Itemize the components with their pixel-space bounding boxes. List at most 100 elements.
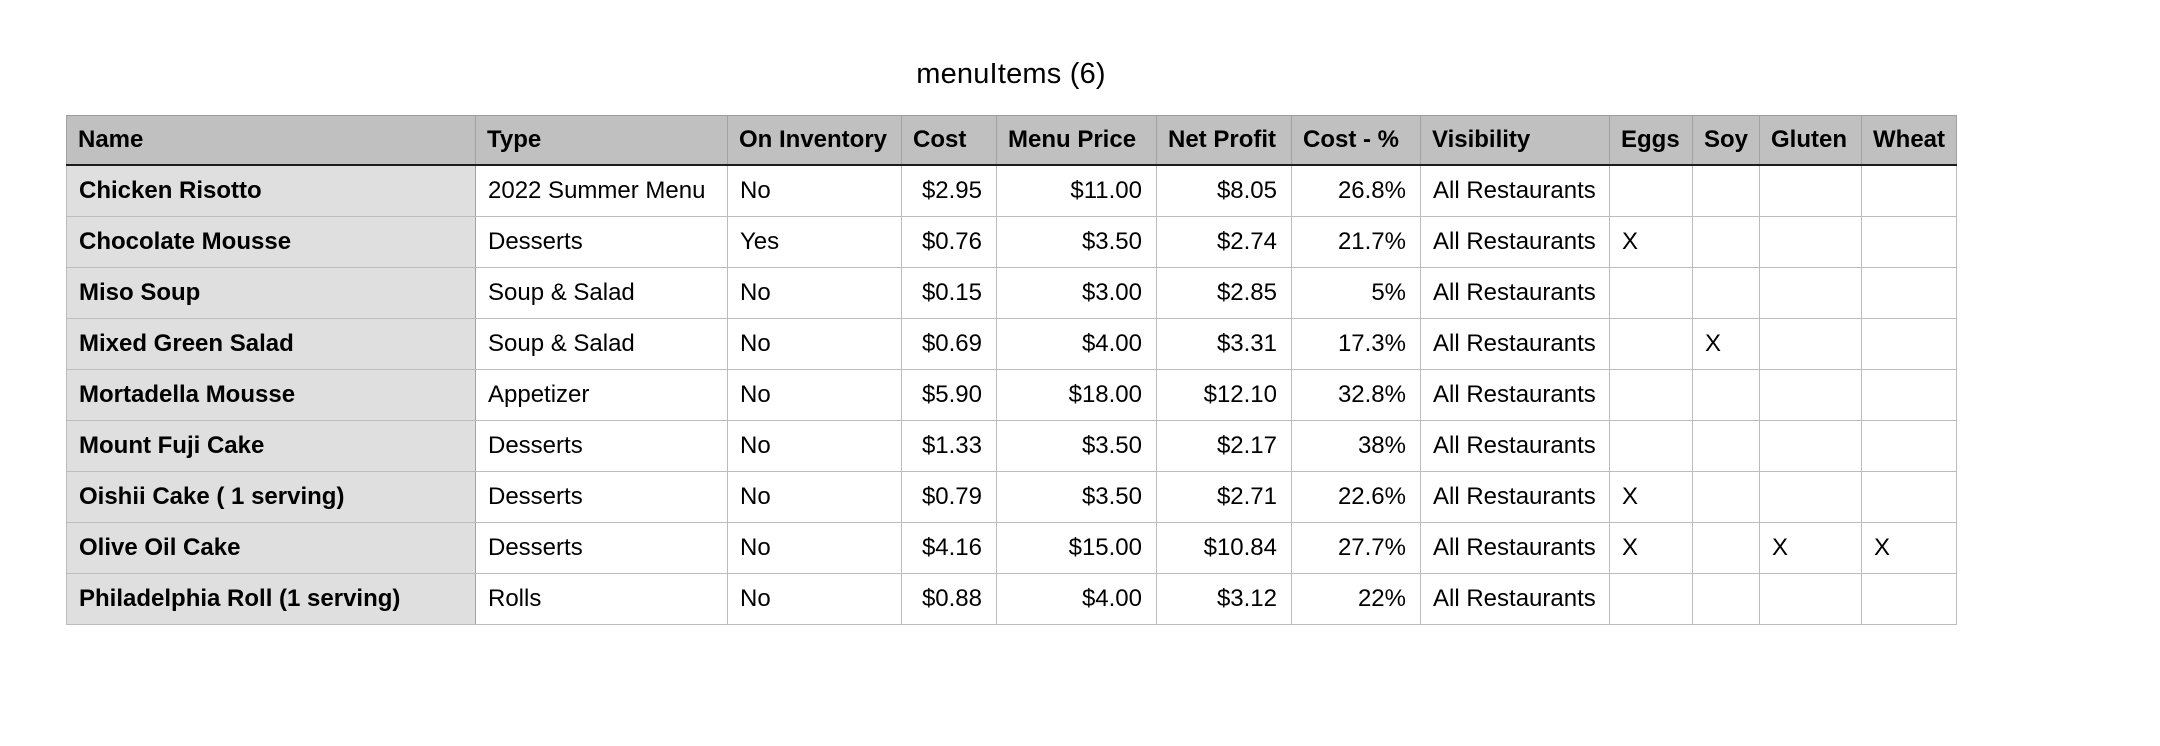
cell-cost_pct: 22% xyxy=(1291,573,1421,625)
allergen-cell-eggs xyxy=(1609,420,1693,472)
cell-cost: $2.95 xyxy=(901,164,997,217)
allergen-cell-wheat xyxy=(1861,573,1957,625)
cell-name: Chocolate Mousse xyxy=(66,216,476,268)
cell-cost: $4.16 xyxy=(901,522,997,574)
allergen-cell-gluten: X xyxy=(1759,522,1862,574)
header-cell-wheat: Wheat xyxy=(1861,115,1957,166)
cell-type: Desserts xyxy=(475,216,728,268)
allergen-cell-eggs: X xyxy=(1609,522,1693,574)
cell-net_profit: $12.10 xyxy=(1156,369,1292,421)
cell-cost: $0.88 xyxy=(901,573,997,625)
header-cell-eggs: Eggs xyxy=(1609,115,1693,166)
cell-visibility: All Restaurants xyxy=(1420,318,1610,370)
cell-on_inventory: No xyxy=(727,318,902,370)
cell-net_profit: $10.84 xyxy=(1156,522,1292,574)
cell-visibility: All Restaurants xyxy=(1420,471,1610,523)
allergen-cell-soy xyxy=(1692,369,1760,421)
cell-type: 2022 Summer Menu xyxy=(475,164,728,217)
header-cell-cost_pct: Cost - % xyxy=(1291,115,1421,166)
cell-cost_pct: 38% xyxy=(1291,420,1421,472)
menu-items-table: Name Type On Inventory Cost Menu Price Net Pr… xyxy=(66,115,1957,625)
allergen-cell-soy xyxy=(1692,420,1760,472)
cell-on_inventory: No xyxy=(727,420,902,472)
allergen-cell-wheat xyxy=(1861,471,1957,523)
cell-menu_price: $4.00 xyxy=(996,318,1157,370)
cell-name: Mixed Green Salad xyxy=(66,318,476,370)
allergen-cell-eggs xyxy=(1609,573,1693,625)
cell-menu_price: $4.00 xyxy=(996,573,1157,625)
cell-net_profit: $3.12 xyxy=(1156,573,1292,625)
allergen-cell-eggs: X xyxy=(1609,471,1693,523)
cell-cost_pct: 21.7% xyxy=(1291,216,1421,268)
cell-cost: $1.33 xyxy=(901,420,997,472)
allergen-cell-soy xyxy=(1692,216,1760,268)
header-cell-cost: Cost xyxy=(901,115,997,166)
cell-on_inventory: No xyxy=(727,267,902,319)
cell-menu_price: $3.50 xyxy=(996,420,1157,472)
cell-visibility: All Restaurants xyxy=(1420,522,1610,574)
cell-name: Miso Soup xyxy=(66,267,476,319)
allergen-cell-wheat xyxy=(1861,267,1957,319)
allergen-cell-wheat xyxy=(1861,216,1957,268)
cell-cost: $0.76 xyxy=(901,216,997,268)
header-cell-soy: Soy xyxy=(1692,115,1760,166)
header-cell-name: Name xyxy=(66,115,476,166)
cell-visibility: All Restaurants xyxy=(1420,573,1610,625)
cell-type: Appetizer xyxy=(475,369,728,421)
table-row: Philadelphia Roll (1 serving) Rolls No $0.8… xyxy=(66,573,1957,625)
table-body: Chicken Risotto 2022 Summer Menu No $2.95 $1… xyxy=(66,164,1957,625)
cell-cost_pct: 32.8% xyxy=(1291,369,1421,421)
cell-menu_price: $11.00 xyxy=(996,164,1157,217)
cell-name: Olive Oil Cake xyxy=(66,522,476,574)
cell-net_profit: $2.17 xyxy=(1156,420,1292,472)
allergen-cell-gluten xyxy=(1759,573,1862,625)
allergen-cell-soy xyxy=(1692,267,1760,319)
allergen-cell-gluten xyxy=(1759,471,1862,523)
cell-type: Desserts xyxy=(475,420,728,472)
cell-menu_price: $3.50 xyxy=(996,216,1157,268)
allergen-cell-gluten xyxy=(1759,420,1862,472)
cell-on_inventory: Yes xyxy=(727,216,902,268)
cell-cost: $0.15 xyxy=(901,267,997,319)
cell-net_profit: $2.74 xyxy=(1156,216,1292,268)
cell-visibility: All Restaurants xyxy=(1420,216,1610,268)
allergen-cell-wheat xyxy=(1861,164,1957,217)
table-row: Mount Fuji Cake Desserts No $1.33 $3.50 $2.17… xyxy=(66,420,1957,472)
table-row: Olive Oil Cake Desserts No $4.16 $15.00 $10.8… xyxy=(66,522,1957,574)
table-row: Chocolate Mousse Desserts Yes $0.76 $3.50 $2.… xyxy=(66,216,1957,268)
header-cell-type: Type xyxy=(475,115,728,166)
page-title: menuItems (6) xyxy=(916,58,1106,90)
header-cell-visibility: Visibility xyxy=(1420,115,1610,166)
allergen-cell-wheat xyxy=(1861,318,1957,370)
cell-visibility: All Restaurants xyxy=(1420,420,1610,472)
allergen-cell-soy xyxy=(1692,164,1760,217)
header-cell-menu_price: Menu Price xyxy=(996,115,1157,166)
header-cell-on_inventory: On Inventory xyxy=(727,115,902,166)
cell-on_inventory: No xyxy=(727,471,902,523)
cell-menu_price: $15.00 xyxy=(996,522,1157,574)
allergen-cell-wheat xyxy=(1861,420,1957,472)
allergen-cell-gluten xyxy=(1759,369,1862,421)
cell-cost_pct: 27.7% xyxy=(1291,522,1421,574)
cell-visibility: All Restaurants xyxy=(1420,267,1610,319)
allergen-cell-eggs xyxy=(1609,267,1693,319)
allergen-cell-wheat xyxy=(1861,369,1957,421)
allergen-cell-eggs xyxy=(1609,164,1693,217)
cell-type: Desserts xyxy=(475,471,728,523)
allergen-cell-gluten xyxy=(1759,164,1862,217)
cell-name: Mortadella Mousse xyxy=(66,369,476,421)
cell-cost_pct: 5% xyxy=(1291,267,1421,319)
cell-on_inventory: No xyxy=(727,522,902,574)
cell-net_profit: $2.71 xyxy=(1156,471,1292,523)
allergen-cell-wheat: X xyxy=(1861,522,1957,574)
cell-name: Mount Fuji Cake xyxy=(66,420,476,472)
allergen-cell-gluten xyxy=(1759,318,1862,370)
cell-menu_price: $3.00 xyxy=(996,267,1157,319)
allergen-cell-soy xyxy=(1692,471,1760,523)
table-row: Miso Soup Soup & Salad No $0.15 $3.00 $2.85 5%… xyxy=(66,267,1957,319)
allergen-cell-soy xyxy=(1692,522,1760,574)
cell-visibility: All Restaurants xyxy=(1420,369,1610,421)
cell-cost_pct: 22.6% xyxy=(1291,471,1421,523)
cell-name: Philadelphia Roll (1 serving) xyxy=(66,573,476,625)
header-row: Name Type On Inventory Cost Menu Price Net Pr… xyxy=(66,115,1957,166)
